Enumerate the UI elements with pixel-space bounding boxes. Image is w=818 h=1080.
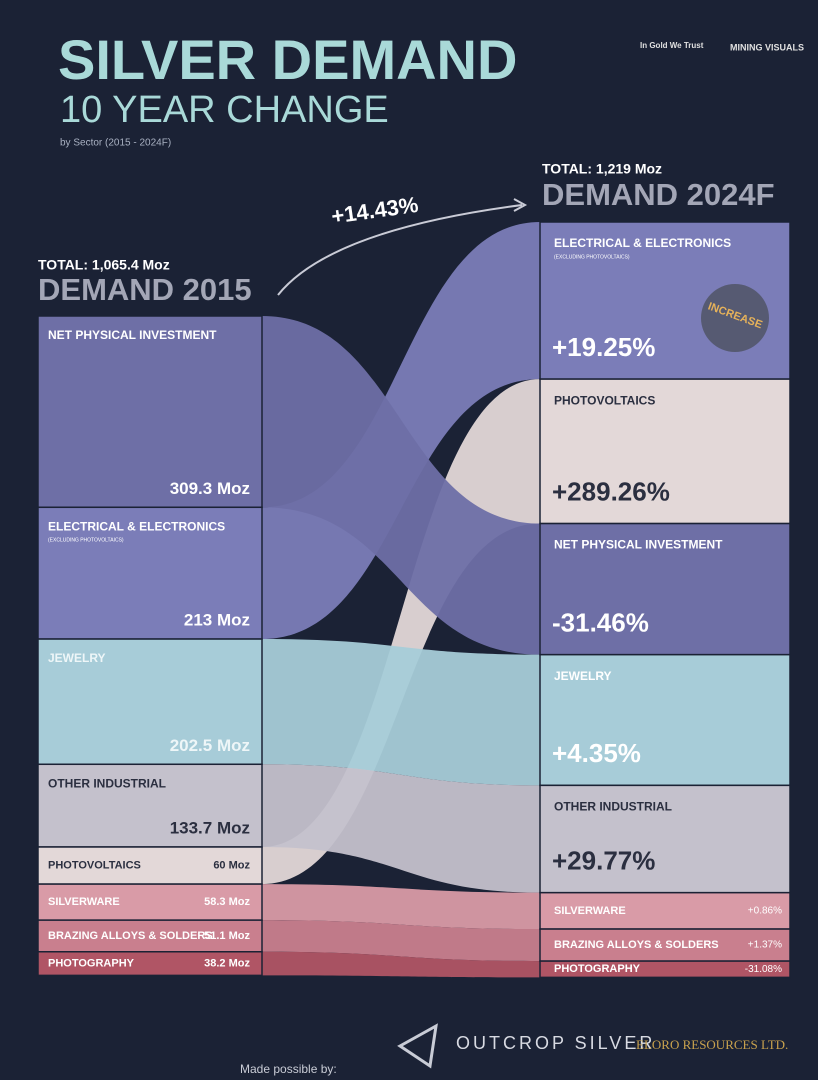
left-total: TOTAL: 1,065.4 Moz — [38, 257, 170, 273]
right-label: PHOTOVOLTAICS — [554, 393, 655, 407]
right-change: +4.35% — [552, 738, 641, 768]
left-value: 309.3 Moz — [170, 479, 250, 498]
left-block — [37, 883, 263, 921]
right-label: SILVERWARE — [554, 905, 626, 917]
left-value: 60 Moz — [213, 859, 250, 871]
right-sublabel: (EXCLUDING PHOTOVOLTAICS) — [554, 254, 630, 260]
right-change: +29.77% — [552, 846, 655, 876]
right-label: ELECTRICAL & ELECTRONICS — [554, 236, 731, 250]
flow — [262, 920, 540, 962]
right-block — [539, 653, 791, 787]
brand: MINING VISUALS — [730, 42, 804, 52]
left-block — [37, 951, 263, 977]
left-label: NET PHYSICAL INVESTMENT — [48, 328, 217, 342]
right-heading: DEMAND 2024F — [542, 177, 775, 212]
note: by Sector (2015 - 2024F) — [60, 138, 171, 149]
left-label: PHOTOVOLTAICS — [48, 859, 141, 871]
right-label: PHOTOGRAPHY — [554, 963, 641, 975]
right-change: +0.86% — [748, 906, 782, 917]
left-label: PHOTOGRAPHY — [48, 957, 135, 969]
right-block — [539, 891, 791, 930]
right-label: JEWELRY — [554, 669, 612, 683]
right-total: TOTAL: 1,219 Moz — [542, 161, 662, 177]
right-block — [539, 522, 791, 656]
right-block — [539, 928, 791, 962]
arrow — [277, 204, 523, 296]
left-value: 51.1 Moz — [204, 930, 250, 942]
logo — [397, 1023, 438, 1069]
blocks: NET PHYSICAL INVESTMENT 309.3 Moz ELECTRIC… — [37, 221, 791, 979]
left-label: OTHER INDUSTRIAL — [48, 776, 166, 790]
left-value: 133.7 Moz — [170, 818, 250, 837]
arrow-head — [513, 198, 528, 212]
left-label: ELECTRICAL & ELECTRONICS — [48, 519, 225, 533]
right-label: BRAZING ALLOYS & SOLDERS — [554, 939, 719, 951]
sponsor: ELORO RESOURCES LTD. — [636, 1037, 788, 1052]
left-heading: DEMAND 2015 — [38, 272, 252, 307]
right-change: -31.46% — [552, 608, 649, 638]
flow — [262, 639, 540, 786]
flow — [262, 316, 540, 655]
left-label: JEWELRY — [48, 651, 106, 665]
badge — [701, 284, 769, 352]
left-block — [37, 846, 263, 885]
subtitle: 10 YEAR CHANGE — [60, 89, 389, 131]
left-label: BRAZING ALLOYS & SOLDERS — [48, 930, 213, 942]
left-block — [37, 919, 263, 953]
left-value: 38.2 Moz — [204, 957, 250, 969]
right-label: OTHER INDUSTRIAL — [554, 800, 672, 814]
right-block — [539, 378, 791, 525]
left-value: 213 Moz — [184, 611, 250, 630]
right-change: +289.26% — [552, 476, 670, 506]
right-change: +1.37% — [748, 940, 782, 951]
left-block — [37, 315, 263, 509]
right-change: +19.25% — [552, 332, 655, 362]
flow — [262, 951, 540, 978]
flows — [262, 222, 540, 978]
flow — [262, 764, 540, 893]
right-change: -31.08% — [745, 964, 782, 975]
brand: In Gold We Trust — [640, 41, 704, 50]
left-sublabel: (EXCLUDING PHOTOVOLTAICS) — [48, 538, 124, 544]
flow — [262, 884, 540, 930]
left-value: 202.5 Moz — [170, 736, 250, 755]
title: SILVER DEMAND — [58, 28, 517, 91]
left-value: 58.3 Moz — [204, 896, 250, 908]
sponsor: OUTCROP SILVER — [456, 1033, 655, 1053]
left-label: SILVERWARE — [48, 896, 120, 908]
left-block — [37, 638, 263, 766]
right-label: NET PHYSICAL INVESTMENT — [554, 538, 723, 552]
right-block — [539, 960, 791, 979]
sponsor-intro: Made possible by: — [240, 1062, 337, 1076]
